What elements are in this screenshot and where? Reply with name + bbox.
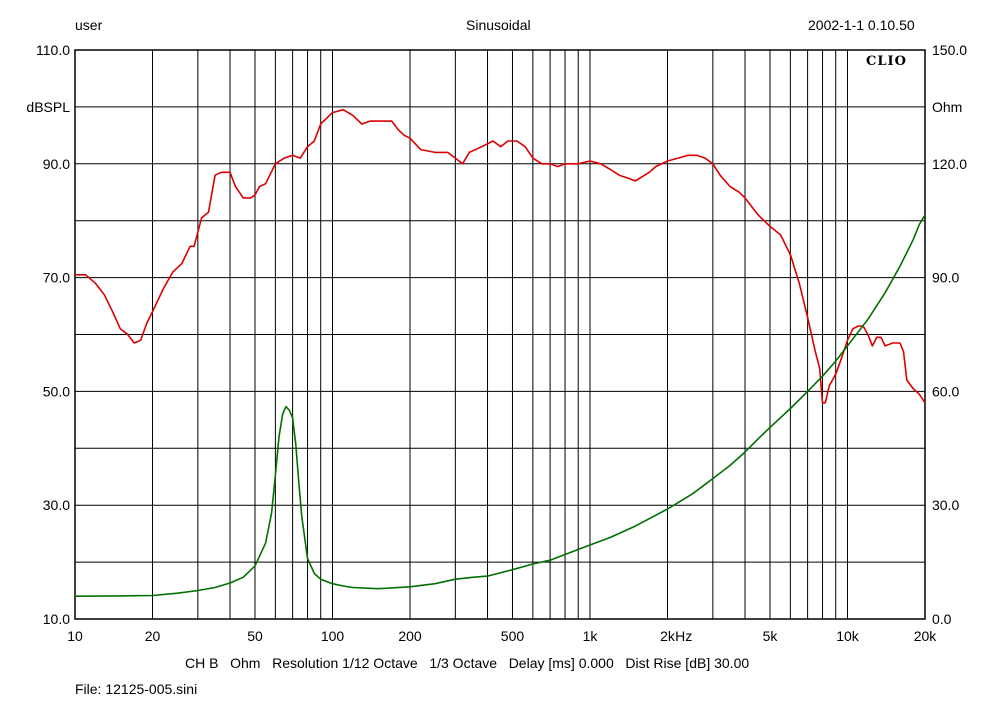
- right-axis-tick-label: 120.0: [932, 156, 967, 172]
- x-axis-tick-label: 100: [321, 628, 345, 644]
- left-axis-tick-label: 50.0: [43, 383, 70, 399]
- header-mode: Sinusoidal: [466, 17, 531, 33]
- file-name: File: 12125-005.sini: [75, 681, 198, 697]
- x-axis-tick-label: 10k: [836, 628, 860, 644]
- plot-frame: [74, 49, 926, 620]
- left-axis-tick-label: 10.0: [43, 611, 70, 627]
- x-axis-unit-label: Hz: [675, 628, 692, 644]
- impedance-line: [74, 214, 926, 597]
- x-axis-tick-label: 50: [247, 628, 263, 644]
- measurement-settings: CH B Ohm Resolution 1/12 Octave 1/3 Octa…: [185, 655, 750, 671]
- right-axis-tick-label: 0.0: [932, 611, 952, 627]
- spl-response-line: [75, 108, 926, 404]
- right-axis-tick-label: 30.0: [932, 497, 959, 513]
- left-axis-tick-label: 30.0: [43, 497, 70, 513]
- left-axis-tick-label: 70.0: [43, 270, 70, 286]
- left-axis-tick-label: 90.0: [43, 156, 70, 172]
- x-axis-tick-label: 500: [501, 628, 525, 644]
- x-axis-tick-label: 5k: [763, 628, 779, 644]
- header-datetime: 2002-1-1 0.10.50: [808, 17, 915, 33]
- clio-logo: CLIO: [866, 54, 907, 69]
- right-axis-tick-label: 150.0: [932, 42, 967, 58]
- left-axis-label: dBSPL: [26, 99, 70, 115]
- right-axis-tick-label: 90.0: [932, 270, 959, 286]
- x-axis-tick-label: 2k: [660, 628, 676, 644]
- x-axis-tick-label: 10: [67, 628, 83, 644]
- left-axis-tick-label: 110.0: [36, 42, 70, 58]
- right-axis-tick-label: 60.0: [932, 383, 959, 399]
- header-user: user: [75, 17, 103, 33]
- x-axis-tick-label: 20: [145, 628, 161, 644]
- x-axis-tick-label: 1k: [583, 628, 599, 644]
- x-axis-tick-label: 20k: [914, 628, 938, 644]
- right-axis-label: Ohm: [932, 99, 962, 115]
- x-axis-tick-label: 200: [398, 628, 422, 644]
